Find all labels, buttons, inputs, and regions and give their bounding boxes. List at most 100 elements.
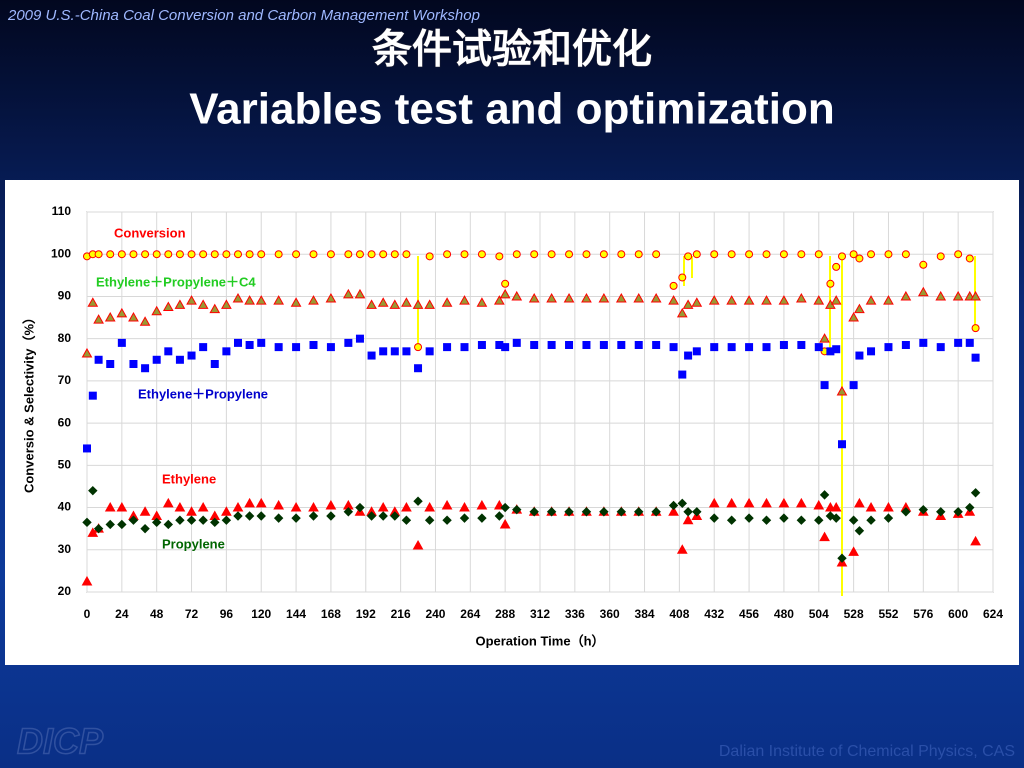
data-point <box>292 250 301 259</box>
data-point <box>222 347 231 356</box>
series-label: Ethylene＋Propylene <box>138 386 268 401</box>
data-point <box>210 360 219 368</box>
x-tick-label: 528 <box>844 607 864 621</box>
data-point <box>970 535 981 546</box>
data-point <box>477 341 486 349</box>
data-point <box>677 498 687 509</box>
data-point <box>884 250 893 259</box>
data-point <box>81 347 93 358</box>
data-point <box>495 252 504 261</box>
data-point <box>547 341 556 349</box>
data-point <box>528 293 540 303</box>
data-point <box>795 497 807 508</box>
data-point <box>117 250 126 259</box>
data-point <box>512 250 521 259</box>
data-point <box>634 507 644 517</box>
x-tick-label: 144 <box>286 607 306 621</box>
data-point <box>652 250 661 259</box>
x-tick-label: 312 <box>530 607 550 621</box>
data-point <box>152 355 161 364</box>
data-point <box>117 338 126 347</box>
data-point <box>565 341 574 349</box>
x-tick-label: 432 <box>704 607 724 621</box>
data-point <box>234 338 242 347</box>
data-point <box>210 250 219 259</box>
data-point <box>377 297 389 307</box>
data-point <box>151 305 163 316</box>
data-point <box>726 295 738 305</box>
data-point <box>617 341 626 349</box>
data-point <box>883 295 894 305</box>
data-point <box>476 499 488 510</box>
marks <box>81 250 981 586</box>
data-point <box>849 250 858 259</box>
data-point <box>255 497 267 508</box>
data-point <box>501 343 510 352</box>
data-point <box>389 299 401 309</box>
data-point <box>709 513 719 523</box>
data-point <box>512 338 521 347</box>
data-point <box>232 502 244 512</box>
data-point <box>244 497 255 508</box>
data-point <box>820 381 829 390</box>
data-point <box>678 273 687 282</box>
data-point <box>692 347 701 356</box>
data-point <box>676 544 688 554</box>
data-point <box>970 488 981 498</box>
data-point <box>512 504 522 515</box>
data-point <box>390 511 400 521</box>
data-point <box>676 307 688 318</box>
data-point <box>197 299 209 309</box>
data-point <box>413 496 423 506</box>
data-point <box>292 343 301 352</box>
data-point <box>563 293 575 303</box>
data-point <box>692 250 701 259</box>
data-point <box>743 295 755 305</box>
data-point <box>139 316 151 326</box>
data-point <box>94 250 103 259</box>
x-tick-label: 216 <box>391 607 411 621</box>
data-point <box>256 511 266 521</box>
data-point <box>210 517 220 528</box>
data-point <box>953 507 963 517</box>
data-point <box>838 440 846 449</box>
data-point <box>848 546 859 556</box>
data-point <box>424 502 436 512</box>
data-point <box>501 279 510 288</box>
data-point <box>832 262 841 271</box>
data-point <box>460 343 469 352</box>
data-point <box>761 295 772 305</box>
data-point <box>116 307 128 318</box>
data-point <box>848 515 859 525</box>
data-point <box>837 553 847 563</box>
data-point <box>726 497 738 508</box>
data-point <box>140 523 150 534</box>
data-point <box>936 252 945 261</box>
data-point <box>683 507 693 517</box>
data-point <box>814 343 823 352</box>
data-point <box>814 515 824 525</box>
data-point <box>883 513 894 523</box>
data-point <box>377 502 389 512</box>
data-point <box>494 511 505 521</box>
data-point <box>743 497 755 508</box>
y-tick-label: 50 <box>58 458 72 472</box>
data-point <box>459 295 470 305</box>
data-point <box>414 364 423 373</box>
data-point <box>460 250 469 259</box>
data-point <box>855 351 864 360</box>
x-tick-label: 24 <box>115 607 129 621</box>
data-point <box>633 293 645 303</box>
data-point <box>866 515 876 525</box>
data-point <box>414 343 423 352</box>
title-chinese: 条件试验和优化 <box>372 28 652 72</box>
data-point <box>954 250 963 259</box>
data-point <box>682 514 694 525</box>
data-point <box>599 341 608 349</box>
data-point <box>94 355 103 364</box>
data-point <box>762 250 771 259</box>
x-axis-label: Operation Time（h） <box>475 633 604 648</box>
data-point <box>152 250 161 259</box>
data-point <box>425 347 434 356</box>
data-point <box>344 338 353 347</box>
